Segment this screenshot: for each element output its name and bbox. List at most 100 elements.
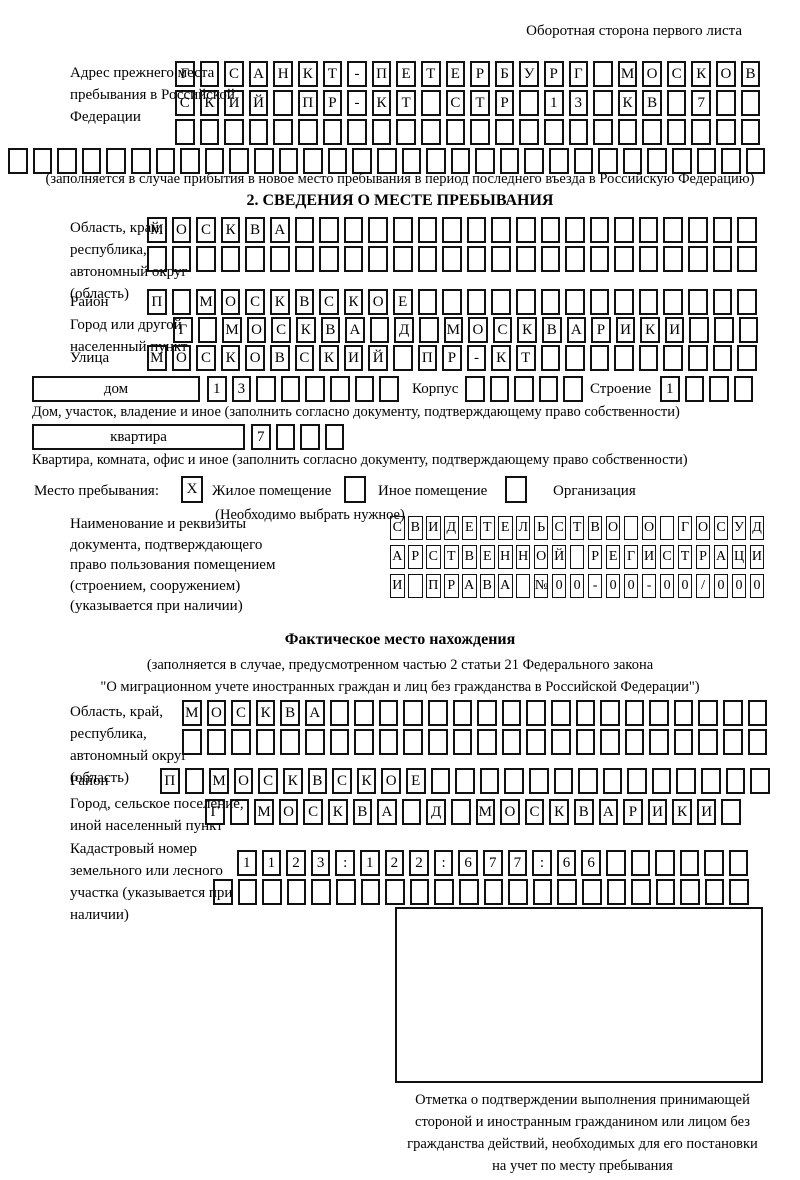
char-box[interactable]: Т — [443, 545, 459, 569]
char-box[interactable] — [8, 148, 28, 174]
char-box[interactable] — [403, 700, 423, 726]
char-box[interactable] — [553, 768, 574, 794]
char-box[interactable] — [442, 289, 462, 315]
char-box[interactable] — [655, 850, 675, 876]
char-box[interactable] — [392, 246, 413, 272]
char-box[interactable]: Т — [515, 345, 536, 371]
char-box[interactable]: В — [587, 516, 603, 540]
char-box[interactable]: О — [642, 61, 662, 87]
char-box[interactable]: Р — [494, 90, 515, 116]
char-box[interactable] — [737, 289, 757, 315]
char-box[interactable]: А — [598, 799, 619, 825]
char-box[interactable]: С — [713, 516, 729, 540]
char-box[interactable]: П — [147, 289, 167, 315]
char-box[interactable] — [213, 879, 233, 905]
char-box[interactable] — [600, 700, 620, 726]
char-box[interactable] — [445, 119, 466, 145]
char-box[interactable] — [420, 119, 441, 145]
char-box[interactable]: С — [332, 768, 352, 794]
char-box[interactable]: С — [245, 289, 265, 315]
char-box[interactable]: С — [666, 61, 687, 87]
char-box[interactable] — [466, 289, 487, 315]
char-box[interactable] — [688, 217, 708, 243]
char-box[interactable]: Ь — [533, 516, 549, 540]
char-box[interactable]: П — [417, 345, 438, 371]
char-box[interactable]: Г — [175, 61, 195, 87]
char-box[interactable] — [624, 700, 645, 726]
char-box[interactable]: А — [248, 61, 269, 87]
char-box[interactable]: Р — [587, 545, 603, 569]
char-box[interactable]: Р — [443, 574, 459, 598]
char-box[interactable] — [197, 317, 218, 343]
char-box[interactable] — [294, 217, 315, 243]
char-box[interactable]: А — [304, 700, 325, 726]
char-box[interactable] — [322, 119, 343, 145]
char-box[interactable] — [515, 246, 536, 272]
char-box[interactable]: О — [533, 545, 549, 569]
char-box[interactable]: С — [659, 545, 675, 569]
char-box[interactable] — [575, 729, 596, 755]
char-box[interactable] — [737, 345, 757, 371]
char-box[interactable] — [647, 148, 668, 174]
char-box[interactable]: 1 — [660, 376, 680, 402]
char-box[interactable] — [733, 376, 754, 402]
char-box[interactable]: - — [587, 574, 603, 598]
char-box[interactable] — [171, 246, 192, 272]
char-box[interactable] — [392, 345, 413, 371]
char-box[interactable] — [519, 90, 539, 116]
char-box[interactable] — [550, 729, 571, 755]
char-box[interactable]: К — [319, 345, 339, 371]
char-box[interactable]: С — [551, 516, 567, 540]
char-box[interactable]: - — [641, 574, 657, 598]
char-box[interactable]: М — [222, 317, 242, 343]
char-box[interactable] — [479, 768, 500, 794]
char-box[interactable] — [466, 246, 487, 272]
char-box[interactable] — [712, 246, 733, 272]
char-box[interactable] — [319, 217, 339, 243]
char-box[interactable]: И — [425, 516, 441, 540]
char-box[interactable] — [196, 246, 216, 272]
char-box[interactable]: С — [258, 768, 278, 794]
char-box[interactable]: К — [295, 317, 316, 343]
char-box[interactable] — [704, 850, 724, 876]
char-box[interactable]: 7 — [691, 90, 712, 116]
char-box[interactable] — [589, 289, 610, 315]
char-box[interactable] — [701, 768, 721, 794]
char-box[interactable] — [543, 119, 564, 145]
char-box[interactable]: : — [532, 850, 552, 876]
char-box[interactable]: - — [347, 90, 367, 116]
char-box[interactable] — [237, 879, 258, 905]
char-box[interactable] — [294, 246, 315, 272]
char-box[interactable]: К — [640, 317, 660, 343]
char-box[interactable] — [569, 545, 585, 569]
char-box[interactable]: М — [147, 217, 167, 243]
char-box[interactable] — [600, 729, 620, 755]
char-box[interactable]: 0 — [677, 574, 693, 598]
char-box[interactable] — [368, 217, 388, 243]
char-box[interactable] — [273, 90, 293, 116]
char-box[interactable] — [155, 148, 176, 174]
char-box[interactable] — [396, 119, 416, 145]
char-box[interactable] — [689, 317, 710, 343]
char-box[interactable]: № — [533, 574, 549, 598]
char-box[interactable] — [465, 376, 485, 402]
char-box[interactable]: С — [492, 317, 513, 343]
char-box[interactable] — [630, 850, 651, 876]
char-box[interactable]: К — [282, 768, 303, 794]
char-box[interactable]: Й — [248, 90, 269, 116]
char-box[interactable] — [278, 148, 299, 174]
char-box[interactable] — [273, 119, 293, 145]
char-box[interactable] — [354, 700, 374, 726]
char-box[interactable]: Т — [322, 61, 343, 87]
char-box[interactable]: Д — [394, 317, 414, 343]
char-box[interactable] — [491, 217, 511, 243]
char-box[interactable]: И — [696, 799, 717, 825]
char-box[interactable]: Р — [442, 345, 462, 371]
char-box[interactable] — [324, 424, 345, 450]
char-box[interactable] — [418, 317, 439, 343]
char-box[interactable]: Е — [461, 516, 477, 540]
char-box[interactable] — [245, 246, 265, 272]
char-box[interactable]: 0 — [623, 574, 639, 598]
char-box[interactable] — [673, 700, 694, 726]
char-box[interactable] — [407, 574, 423, 598]
